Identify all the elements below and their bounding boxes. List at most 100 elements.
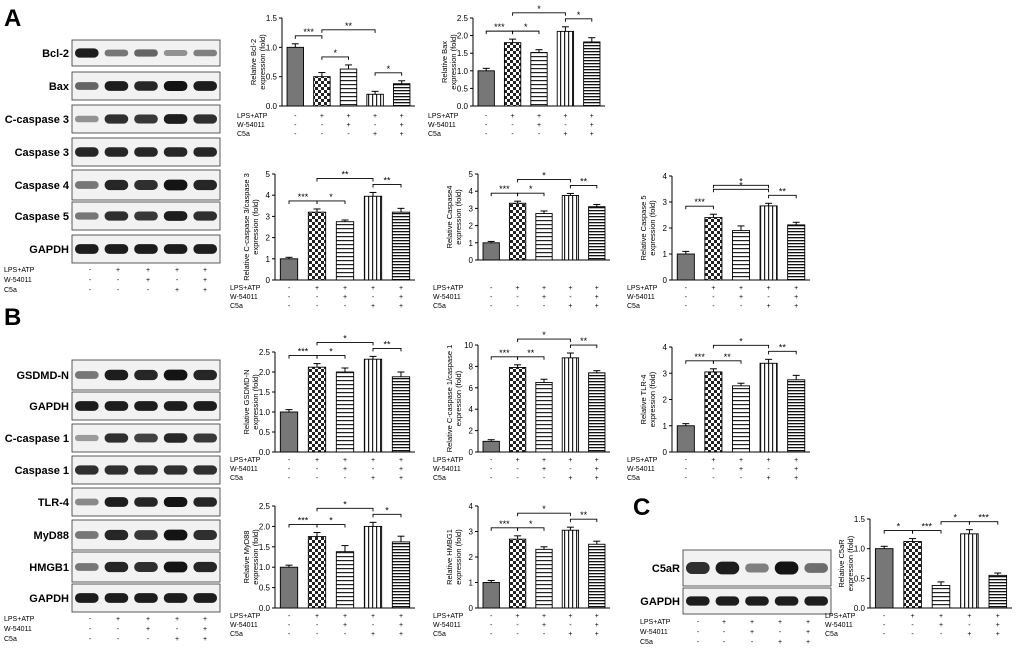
chart-8-cond-label: LPS+ATP (627, 457, 658, 464)
y-tick-label: 3 (663, 198, 668, 207)
blot-band (193, 244, 218, 254)
chart-9-cond-sign: + (343, 622, 347, 629)
chart-8-cond-sign: - (685, 466, 688, 473)
chart-5-cond-sign: + (794, 294, 798, 301)
blot-b-cond-label: LPS+ATP (4, 616, 35, 623)
blot-c-cond-sign: - (723, 629, 726, 636)
chart-9-cond-sign: + (343, 613, 347, 620)
y-tick-label: 0.0 (259, 448, 271, 457)
blot-band (163, 369, 188, 381)
blot-b-cond-sign: + (203, 626, 207, 633)
chart-1-cond-label: C5a (237, 131, 250, 138)
chart-8-cond-label: W-54011 (627, 466, 655, 473)
chart-5-cond-sign: + (767, 285, 771, 292)
y-tick-label: 8 (469, 362, 474, 371)
blot-band (74, 82, 99, 90)
chart-2-cond-sign: - (485, 122, 488, 129)
chart-10-cond-sign: + (542, 622, 546, 629)
blot-band (104, 593, 129, 603)
bar (335, 551, 355, 609)
chart-8-cond-sign: + (767, 457, 771, 464)
blot-band (74, 465, 99, 475)
significance-bracket (372, 347, 402, 352)
chart-7-cond-sign: - (516, 475, 519, 482)
blot-c-cond-sign: + (778, 619, 782, 626)
blot-band (134, 401, 158, 411)
y-tick-label: 0 (663, 276, 668, 285)
blot-band (134, 114, 158, 124)
panel-letter-c: C (633, 494, 650, 521)
chart-3-cond-label: W-54011 (230, 294, 258, 301)
blot-band (104, 433, 129, 443)
significance-label: * (329, 347, 333, 357)
blot-band (193, 433, 218, 443)
chart-8-cond-sign: - (767, 466, 770, 473)
blot-a-cond-sign: - (117, 287, 120, 294)
blot-band (104, 529, 129, 541)
blot-band (774, 596, 799, 606)
significance-bracket (316, 524, 346, 528)
bar (874, 548, 894, 609)
significance-bracket (316, 341, 374, 346)
chart-3-cond-sign: + (371, 303, 375, 310)
bar (366, 93, 384, 107)
y-tick-label: 4 (469, 502, 474, 511)
chart-6-cond-sign: + (399, 466, 403, 473)
blot-band (74, 48, 99, 58)
significance-bracket (968, 521, 999, 525)
y-tick-label: 1.0 (259, 563, 271, 572)
significance-label: ** (779, 186, 787, 196)
blot-b-cond-sign: + (116, 616, 120, 623)
blot-band (104, 179, 129, 191)
chart-4-cond-sign: - (543, 303, 546, 310)
chart-3-cond-sign: + (399, 285, 403, 292)
blot-band (163, 529, 188, 541)
significance-label: * (577, 10, 581, 20)
chart-2-cond-sign: + (590, 122, 594, 129)
chart-3-cond-sign: + (315, 285, 319, 292)
y-axis-label: Relative HMBG1expression (fold) (445, 529, 463, 585)
chart-10-cond-sign: + (595, 622, 599, 629)
significance-bracket (294, 35, 323, 39)
chart-11-cond-sign: + (967, 613, 971, 620)
significance-bracket (512, 30, 540, 35)
chart-7-cond-sign: + (516, 457, 520, 464)
y-tick-label: 4 (663, 172, 668, 181)
chart-3-cond-sign: - (372, 294, 375, 301)
chart-2-cond-sign: + (511, 113, 515, 120)
y-tick-label: 0.0 (854, 604, 866, 613)
bar (313, 76, 331, 107)
chart-3-cond-sign: + (399, 294, 403, 301)
blot-b-cond-label: C5a (4, 636, 17, 643)
y-tick-label: 4 (469, 405, 474, 414)
blot-band (163, 211, 188, 221)
blot-label: GSDMD-N (16, 370, 69, 382)
significance-label: * (529, 184, 533, 194)
significance-label: ** (580, 336, 588, 346)
chart-7-cond-label: C5a (433, 475, 446, 482)
y-tick-label: 0.5 (259, 584, 271, 593)
significance-label: * (542, 170, 546, 180)
chart-5-cond-sign: + (739, 294, 743, 301)
significance-bracket (685, 205, 714, 210)
blot-band (163, 496, 188, 508)
significance-label: * (329, 516, 333, 526)
bar (535, 382, 553, 453)
blot-b-cond-sign: + (175, 616, 179, 623)
y-tick-label: 2.5 (259, 348, 271, 357)
blot-band (134, 180, 158, 190)
chart-7-cond-sign: - (490, 466, 493, 473)
blot-b-cond-sign: + (146, 626, 150, 633)
significance-bracket (321, 29, 376, 33)
blot-label: C-caspase 3 (5, 114, 69, 126)
blot-c-cond-label: C5a (640, 639, 653, 646)
chart-2-cond-label: W-54011 (428, 122, 456, 129)
chart-10-cond-label: W-54011 (433, 622, 461, 629)
chart-4-cond-sign: - (569, 294, 572, 301)
blot-a-cond-sign: - (89, 267, 92, 274)
blot-band (134, 369, 158, 381)
chart-6-cond-sign: - (288, 466, 291, 473)
chart-3-cond-sign: + (343, 285, 347, 292)
chart-4-cond-sign: + (595, 294, 599, 301)
chart-1-cond-sign: + (373, 113, 377, 120)
